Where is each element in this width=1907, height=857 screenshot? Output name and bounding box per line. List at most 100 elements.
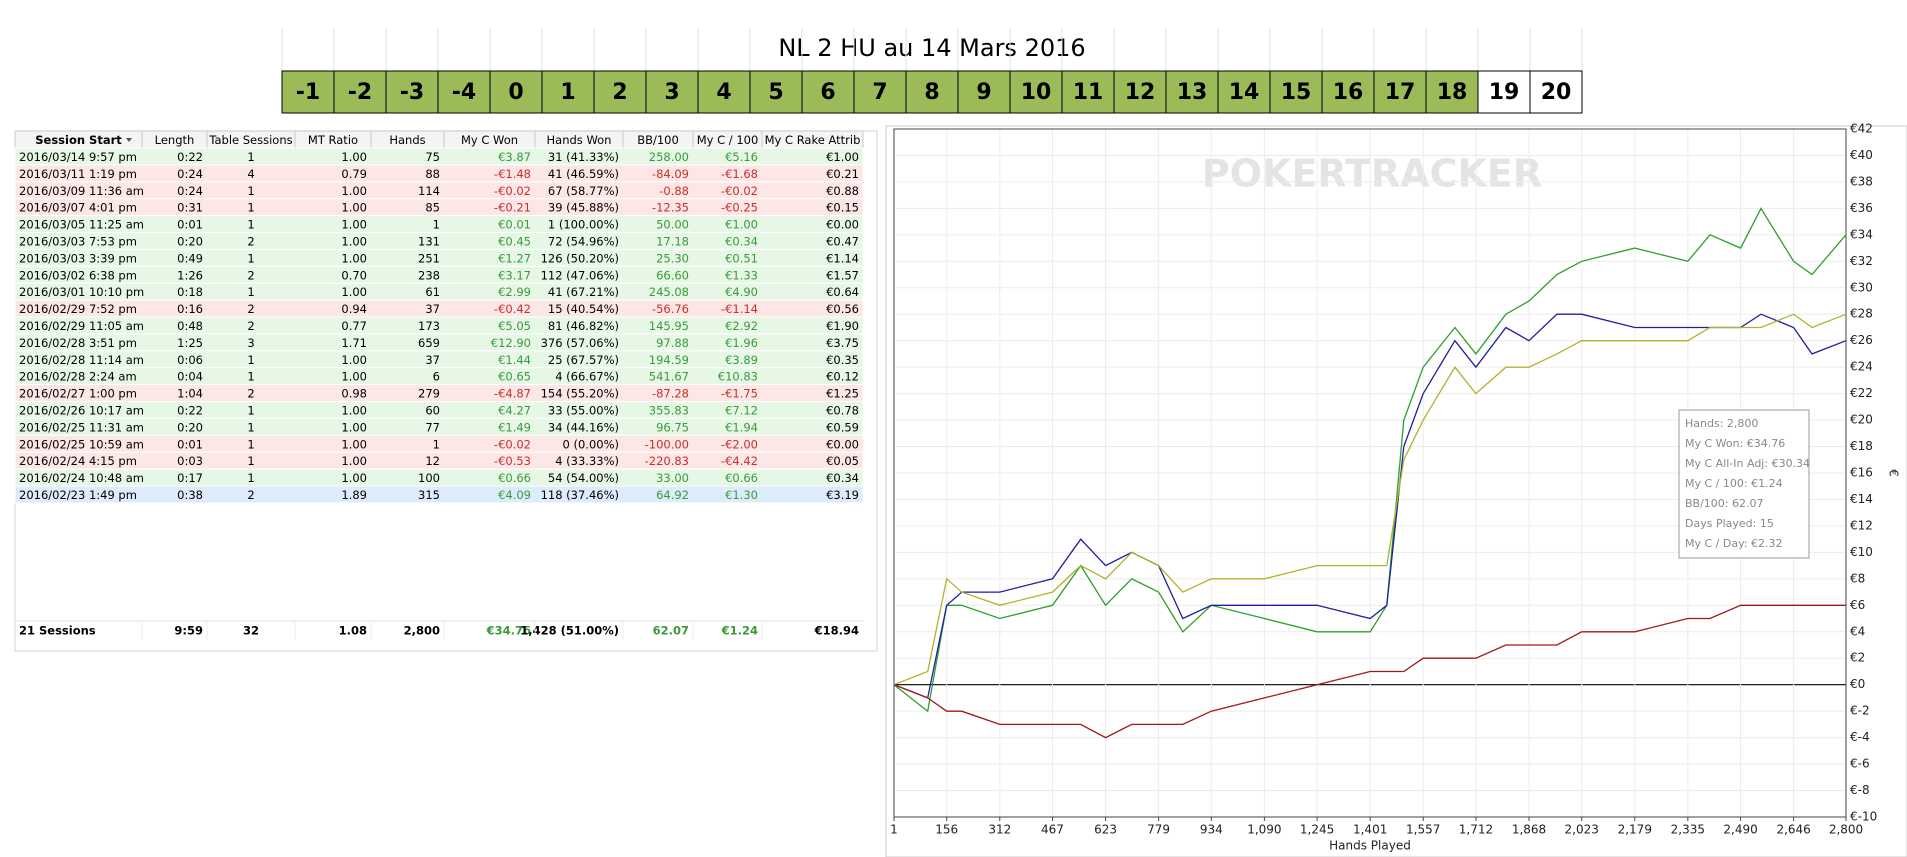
table-cell: 37 bbox=[425, 353, 440, 367]
footer-cell: 1,428 (51.00%) bbox=[520, 624, 619, 638]
watermark: POKERTRACKER bbox=[1202, 152, 1542, 196]
table-cell: 1.00 bbox=[341, 184, 367, 198]
footer-cell: €18.94 bbox=[814, 624, 859, 638]
table-cell: 0.94 bbox=[341, 302, 367, 316]
table-cell: 2 bbox=[247, 302, 254, 316]
table-cell: 2016/02/24 10:48 am bbox=[19, 471, 144, 485]
table-cell: 2016/03/05 11:25 am bbox=[19, 218, 144, 232]
level-label: -3 bbox=[400, 80, 424, 105]
table-cell: €1.57 bbox=[826, 268, 859, 282]
y-tick-label: €-8 bbox=[1850, 783, 1870, 797]
table-cell: 2016/03/02 6:38 pm bbox=[19, 268, 137, 282]
table-cell: €10.83 bbox=[718, 370, 758, 384]
table-cell: 0.98 bbox=[341, 387, 367, 401]
table-cell: 1.00 bbox=[341, 437, 367, 451]
y-tick-label: €26 bbox=[1850, 333, 1873, 347]
table-cell: 1 bbox=[247, 353, 254, 367]
level-label: 20 bbox=[1541, 80, 1572, 105]
table-cell: -€4.87 bbox=[494, 387, 531, 401]
series-line bbox=[893, 604, 1846, 739]
level-box bbox=[749, 70, 803, 114]
table-cell: 1 bbox=[247, 251, 254, 265]
table-cell: 1.00 bbox=[341, 370, 367, 384]
level-label: 14 bbox=[1229, 80, 1260, 105]
table-cell: 72 (54.96%) bbox=[548, 234, 619, 248]
table-cell: 1.00 bbox=[341, 353, 367, 367]
table-cell: 1.00 bbox=[341, 471, 367, 485]
table-cell: €3.89 bbox=[725, 353, 758, 367]
table-cell: 37 bbox=[425, 302, 440, 316]
table-cell: 1 bbox=[247, 420, 254, 434]
table-cell: €7.12 bbox=[725, 403, 758, 417]
table-cell: 2016/03/09 11:36 am bbox=[19, 184, 144, 198]
table-cell: 0:38 bbox=[177, 488, 203, 502]
table-cell: 0.77 bbox=[341, 319, 367, 333]
column-header: My C Won bbox=[461, 133, 518, 147]
table-cell: 1.00 bbox=[341, 285, 367, 299]
table-cell: 81 (46.82%) bbox=[548, 319, 619, 333]
table-cell: -€1.75 bbox=[721, 387, 758, 401]
table-cell: 97.88 bbox=[656, 336, 689, 350]
table-cell: -220.83 bbox=[645, 454, 689, 468]
table-cell: €1.30 bbox=[725, 488, 758, 502]
column-header: Length bbox=[155, 133, 195, 147]
table-cell: -€0.53 bbox=[494, 454, 531, 468]
table-cell: €0.59 bbox=[826, 420, 859, 434]
table-cell: €1.96 bbox=[725, 336, 758, 350]
tooltip-line: My C / 100: €1.24 bbox=[1685, 477, 1783, 490]
column-header: Session Start bbox=[35, 133, 122, 147]
table-cell: 1.00 bbox=[341, 251, 367, 265]
table-cell: 1 bbox=[247, 184, 254, 198]
table-cell: 0:20 bbox=[177, 234, 203, 248]
table-cell: 33 (55.00%) bbox=[548, 403, 619, 417]
table-cell: €3.17 bbox=[498, 268, 531, 282]
y-tick-label: €40 bbox=[1850, 148, 1873, 162]
table-cell: 126 (50.20%) bbox=[541, 251, 619, 265]
column-header: My C Rake Attrib bbox=[765, 133, 861, 147]
table-cell: 659 bbox=[418, 336, 440, 350]
x-tick-label: 2,646 bbox=[1776, 823, 1810, 837]
level-box bbox=[645, 70, 699, 114]
level-label: -1 bbox=[296, 80, 320, 105]
table-cell: 96.75 bbox=[656, 420, 689, 434]
table-cell: 2 bbox=[247, 234, 254, 248]
level-box bbox=[697, 70, 751, 114]
table-cell: 145.95 bbox=[649, 319, 689, 333]
table-cell: 17.18 bbox=[656, 234, 689, 248]
table-cell: €0.21 bbox=[826, 167, 859, 181]
table-cell: 2 bbox=[247, 387, 254, 401]
level-label: 6 bbox=[820, 80, 835, 105]
level-label: 7 bbox=[872, 80, 887, 105]
table-cell: -12.35 bbox=[652, 201, 689, 215]
y-tick-label: €34 bbox=[1850, 227, 1873, 241]
table-cell: -€2.00 bbox=[721, 437, 758, 451]
x-tick-label: 934 bbox=[1200, 823, 1223, 837]
table-cell: €0.12 bbox=[826, 370, 859, 384]
table-cell: 118 (37.46%) bbox=[541, 488, 619, 502]
table-cell: 67 (58.77%) bbox=[548, 184, 619, 198]
table-cell: 194.59 bbox=[649, 353, 689, 367]
table-cell: 2016/02/25 11:31 am bbox=[19, 420, 144, 434]
table-cell: 2016/03/03 7:53 pm bbox=[19, 234, 137, 248]
table-cell: €0.47 bbox=[826, 234, 859, 248]
column-header: My C / 100 bbox=[697, 133, 759, 147]
level-label: 4 bbox=[716, 80, 731, 105]
table-cell: 41 (46.59%) bbox=[548, 167, 619, 181]
table-cell: 100 bbox=[418, 471, 440, 485]
level-label: 19 bbox=[1489, 80, 1520, 105]
table-cell: 1 bbox=[247, 201, 254, 215]
level-box bbox=[281, 70, 335, 114]
table-cell: €0.65 bbox=[498, 370, 531, 384]
table-cell: 25.30 bbox=[656, 251, 689, 265]
y-tick-label: €42 bbox=[1850, 122, 1873, 136]
x-tick-label: 2,800 bbox=[1829, 823, 1863, 837]
table-cell: 0:18 bbox=[177, 285, 203, 299]
y-tick-label: €-2 bbox=[1850, 704, 1870, 718]
table-cell: 1.00 bbox=[341, 234, 367, 248]
table-cell: €4.09 bbox=[498, 488, 531, 502]
table-cell: €1.25 bbox=[826, 387, 859, 401]
table-cell: €0.78 bbox=[826, 403, 859, 417]
y-tick-label: €4 bbox=[1850, 624, 1865, 638]
